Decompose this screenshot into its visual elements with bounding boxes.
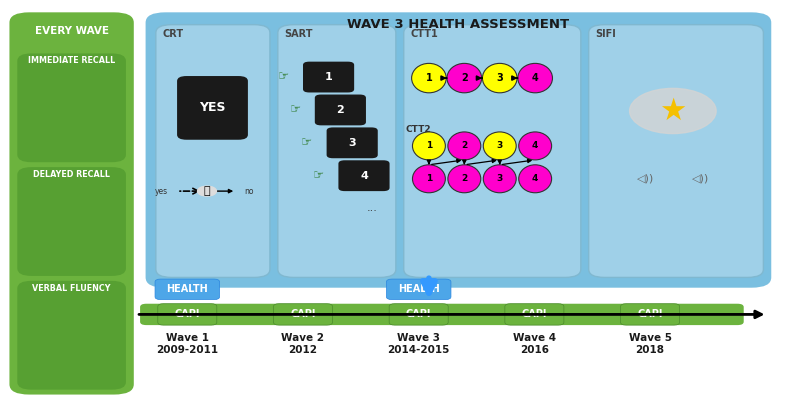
Text: Wave 5
2018: Wave 5 2018 bbox=[629, 333, 671, 355]
Ellipse shape bbox=[518, 63, 552, 93]
Ellipse shape bbox=[447, 63, 482, 93]
Text: ☞: ☞ bbox=[278, 71, 289, 83]
Text: Wave 4
2016: Wave 4 2016 bbox=[513, 333, 556, 355]
Text: CAPI: CAPI bbox=[637, 309, 663, 319]
Text: 4: 4 bbox=[532, 141, 538, 150]
Ellipse shape bbox=[483, 165, 516, 193]
Text: CTT1: CTT1 bbox=[410, 29, 438, 39]
Text: YES: YES bbox=[199, 102, 226, 114]
Text: 1: 1 bbox=[325, 72, 332, 82]
FancyBboxPatch shape bbox=[156, 25, 270, 277]
Text: CAPI: CAPI bbox=[175, 309, 200, 319]
Text: SIFI: SIFI bbox=[595, 29, 615, 39]
Text: ☞: ☞ bbox=[313, 169, 324, 182]
Text: ☞: ☞ bbox=[301, 136, 312, 149]
Text: 2: 2 bbox=[461, 73, 467, 83]
FancyBboxPatch shape bbox=[505, 304, 563, 325]
FancyBboxPatch shape bbox=[386, 279, 451, 300]
Text: 3: 3 bbox=[349, 138, 356, 148]
FancyBboxPatch shape bbox=[404, 25, 581, 277]
FancyBboxPatch shape bbox=[17, 167, 126, 276]
FancyBboxPatch shape bbox=[157, 304, 216, 325]
Text: WAVE 3 HEALTH ASSESSMENT: WAVE 3 HEALTH ASSESSMENT bbox=[347, 18, 570, 31]
Ellipse shape bbox=[519, 165, 552, 193]
Circle shape bbox=[630, 88, 716, 134]
Text: ◁)): ◁)) bbox=[637, 174, 654, 184]
Text: HEALTH: HEALTH bbox=[397, 284, 440, 294]
Text: 3: 3 bbox=[497, 73, 503, 83]
FancyBboxPatch shape bbox=[9, 12, 134, 395]
Text: 2: 2 bbox=[337, 105, 344, 115]
Ellipse shape bbox=[483, 132, 516, 160]
FancyBboxPatch shape bbox=[155, 279, 220, 300]
Text: DELAYED RECALL: DELAYED RECALL bbox=[33, 170, 110, 179]
Text: HEALTH: HEALTH bbox=[166, 284, 209, 294]
FancyBboxPatch shape bbox=[589, 25, 763, 277]
FancyBboxPatch shape bbox=[303, 62, 354, 92]
Text: 1: 1 bbox=[426, 174, 432, 183]
Text: 4: 4 bbox=[360, 171, 368, 181]
Ellipse shape bbox=[412, 63, 446, 93]
Text: SART: SART bbox=[284, 29, 312, 39]
Text: 1: 1 bbox=[426, 141, 432, 150]
Text: 2: 2 bbox=[461, 174, 467, 183]
Text: no: no bbox=[245, 187, 254, 196]
Text: 1: 1 bbox=[426, 73, 432, 83]
FancyBboxPatch shape bbox=[278, 25, 396, 277]
Text: CAPI: CAPI bbox=[290, 309, 316, 319]
FancyBboxPatch shape bbox=[338, 160, 390, 191]
Text: 4: 4 bbox=[532, 73, 538, 83]
Text: Wave 1
2009-2011: Wave 1 2009-2011 bbox=[157, 333, 218, 355]
Text: VERBAL FLUENCY: VERBAL FLUENCY bbox=[32, 284, 111, 293]
Ellipse shape bbox=[448, 132, 481, 160]
Text: Wave 3
2014-2015: Wave 3 2014-2015 bbox=[387, 333, 450, 355]
Text: ☞: ☞ bbox=[290, 104, 301, 116]
Ellipse shape bbox=[482, 63, 517, 93]
Text: Wave 2
2012: Wave 2 2012 bbox=[282, 333, 324, 355]
Text: 3: 3 bbox=[497, 174, 503, 183]
FancyBboxPatch shape bbox=[146, 12, 771, 288]
Text: ◁)): ◁)) bbox=[692, 174, 709, 184]
FancyBboxPatch shape bbox=[620, 304, 679, 325]
FancyBboxPatch shape bbox=[274, 304, 333, 325]
Ellipse shape bbox=[448, 165, 481, 193]
FancyBboxPatch shape bbox=[327, 127, 378, 158]
Text: CAPI: CAPI bbox=[522, 309, 547, 319]
Text: CAPI: CAPI bbox=[406, 309, 431, 319]
Text: EVERY WAVE: EVERY WAVE bbox=[35, 26, 109, 36]
Text: ✋: ✋ bbox=[204, 186, 210, 196]
Ellipse shape bbox=[412, 132, 445, 160]
Text: 4: 4 bbox=[532, 174, 538, 183]
FancyBboxPatch shape bbox=[177, 76, 248, 140]
Text: 2: 2 bbox=[461, 141, 467, 150]
Text: ...: ... bbox=[367, 203, 377, 212]
Text: 3: 3 bbox=[497, 141, 503, 150]
Ellipse shape bbox=[519, 132, 552, 160]
FancyBboxPatch shape bbox=[315, 95, 366, 125]
FancyBboxPatch shape bbox=[390, 304, 449, 325]
FancyBboxPatch shape bbox=[17, 281, 126, 390]
Text: IMMEDIATE RECALL: IMMEDIATE RECALL bbox=[28, 56, 115, 65]
Text: CTT2: CTT2 bbox=[405, 125, 431, 134]
Circle shape bbox=[198, 186, 216, 196]
FancyBboxPatch shape bbox=[17, 53, 126, 162]
Text: ★: ★ bbox=[660, 97, 686, 125]
Ellipse shape bbox=[412, 165, 445, 193]
Text: CRT: CRT bbox=[162, 29, 183, 39]
FancyBboxPatch shape bbox=[140, 304, 744, 325]
Text: yes: yes bbox=[155, 187, 168, 196]
